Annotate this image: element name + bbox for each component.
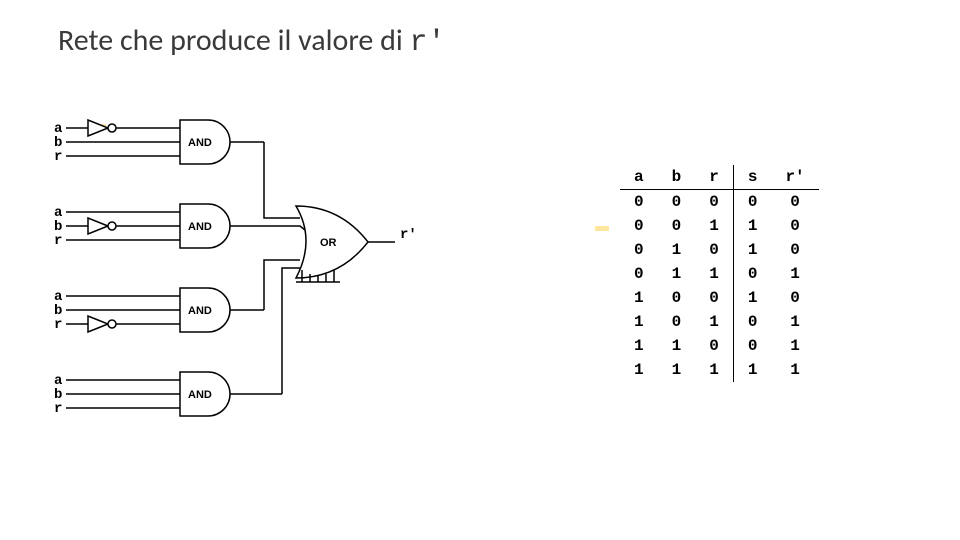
table-cell: 0 (733, 262, 771, 286)
table-cell: 1 (771, 262, 818, 286)
and-label-4: AND (188, 389, 212, 401)
table-cell: 0 (733, 190, 771, 215)
table-cell: 0 (695, 286, 733, 310)
table-cell: 1 (695, 310, 733, 334)
or-gate: OR (296, 206, 368, 282)
input-r-4: r (54, 401, 62, 417)
table-cell: 1 (658, 358, 696, 382)
table-cell: 0 (771, 214, 818, 238)
table-cell: 1 (695, 358, 733, 382)
table-row: 10101 (620, 310, 819, 334)
table-cell: 1 (695, 262, 733, 286)
table-cell: 1 (620, 358, 658, 382)
table-cell: 0 (771, 286, 818, 310)
table-row: 10010 (620, 286, 819, 310)
and-group-1: a b r AND (54, 120, 264, 165)
table-header-row: a b r s r' (620, 165, 819, 190)
logic-circuit-diagram: a b r AND a b r AND a b r (40, 110, 460, 490)
table-cell: 0 (620, 238, 658, 262)
table-cell: 0 (658, 190, 696, 215)
table-cell: 0 (733, 334, 771, 358)
col-rprime: r' (771, 165, 818, 190)
col-r: r (695, 165, 733, 190)
table-cell: 1 (620, 334, 658, 358)
table-cell: 1 (620, 310, 658, 334)
table-cell: 1 (771, 334, 818, 358)
table-cell: 0 (695, 334, 733, 358)
table-cell: 0 (620, 262, 658, 286)
title-var: r' (410, 26, 446, 60)
input-r-2: r (54, 233, 62, 249)
table-cell: 0 (771, 190, 818, 215)
table-row: 00000 (620, 190, 819, 215)
or-label: OR (320, 237, 337, 249)
not-gate-3 (88, 316, 108, 332)
table-cell: 0 (695, 190, 733, 215)
table-cell: 1 (658, 334, 696, 358)
output-label: r' (400, 227, 417, 243)
title-prefix: Rete che produce il valore di (58, 22, 410, 59)
table-cell: 0 (658, 286, 696, 310)
table-cell: 0 (658, 310, 696, 334)
and-group-3: a b r AND (54, 288, 264, 333)
table-cell: 1 (658, 262, 696, 286)
and-label-3: AND (188, 305, 212, 317)
table-cell: 0 (620, 214, 658, 238)
truth-table: a b r s r' 00000001100101001101100101010… (620, 165, 819, 382)
and-group-2: a b r AND (54, 204, 290, 249)
and-label-1: AND (188, 137, 212, 149)
input-r-1: r (54, 149, 62, 165)
table-cell: 0 (695, 238, 733, 262)
table-cell: 1 (658, 238, 696, 262)
table-cell: 1 (771, 310, 818, 334)
and-group-4: a b r AND (54, 372, 282, 417)
table-cell: 0 (620, 190, 658, 215)
table-cell: 1 (733, 238, 771, 262)
col-s: s (733, 165, 771, 190)
not-gate-2 (88, 218, 108, 234)
table-cell: 1 (620, 286, 658, 310)
table-row: 01101 (620, 262, 819, 286)
input-r-3: r (54, 317, 62, 333)
table-cell: 1 (695, 214, 733, 238)
table-row: 11111 (620, 358, 819, 382)
col-a: a (620, 165, 658, 190)
highlight-mark-2 (595, 226, 609, 231)
table-row: 01010 (620, 238, 819, 262)
table-cell: 1 (733, 286, 771, 310)
table-cell: 1 (771, 358, 818, 382)
table-cell: 0 (733, 310, 771, 334)
table-cell: 0 (658, 214, 696, 238)
and-label-2: AND (188, 221, 212, 233)
table-cell: 1 (733, 358, 771, 382)
not-gate-1 (88, 120, 108, 136)
table-row: 11001 (620, 334, 819, 358)
col-b: b (658, 165, 696, 190)
table-cell: 0 (771, 238, 818, 262)
page-title: Rete che produce il valore di r' (58, 22, 446, 60)
table-row: 00110 (620, 214, 819, 238)
table-cell: 1 (733, 214, 771, 238)
